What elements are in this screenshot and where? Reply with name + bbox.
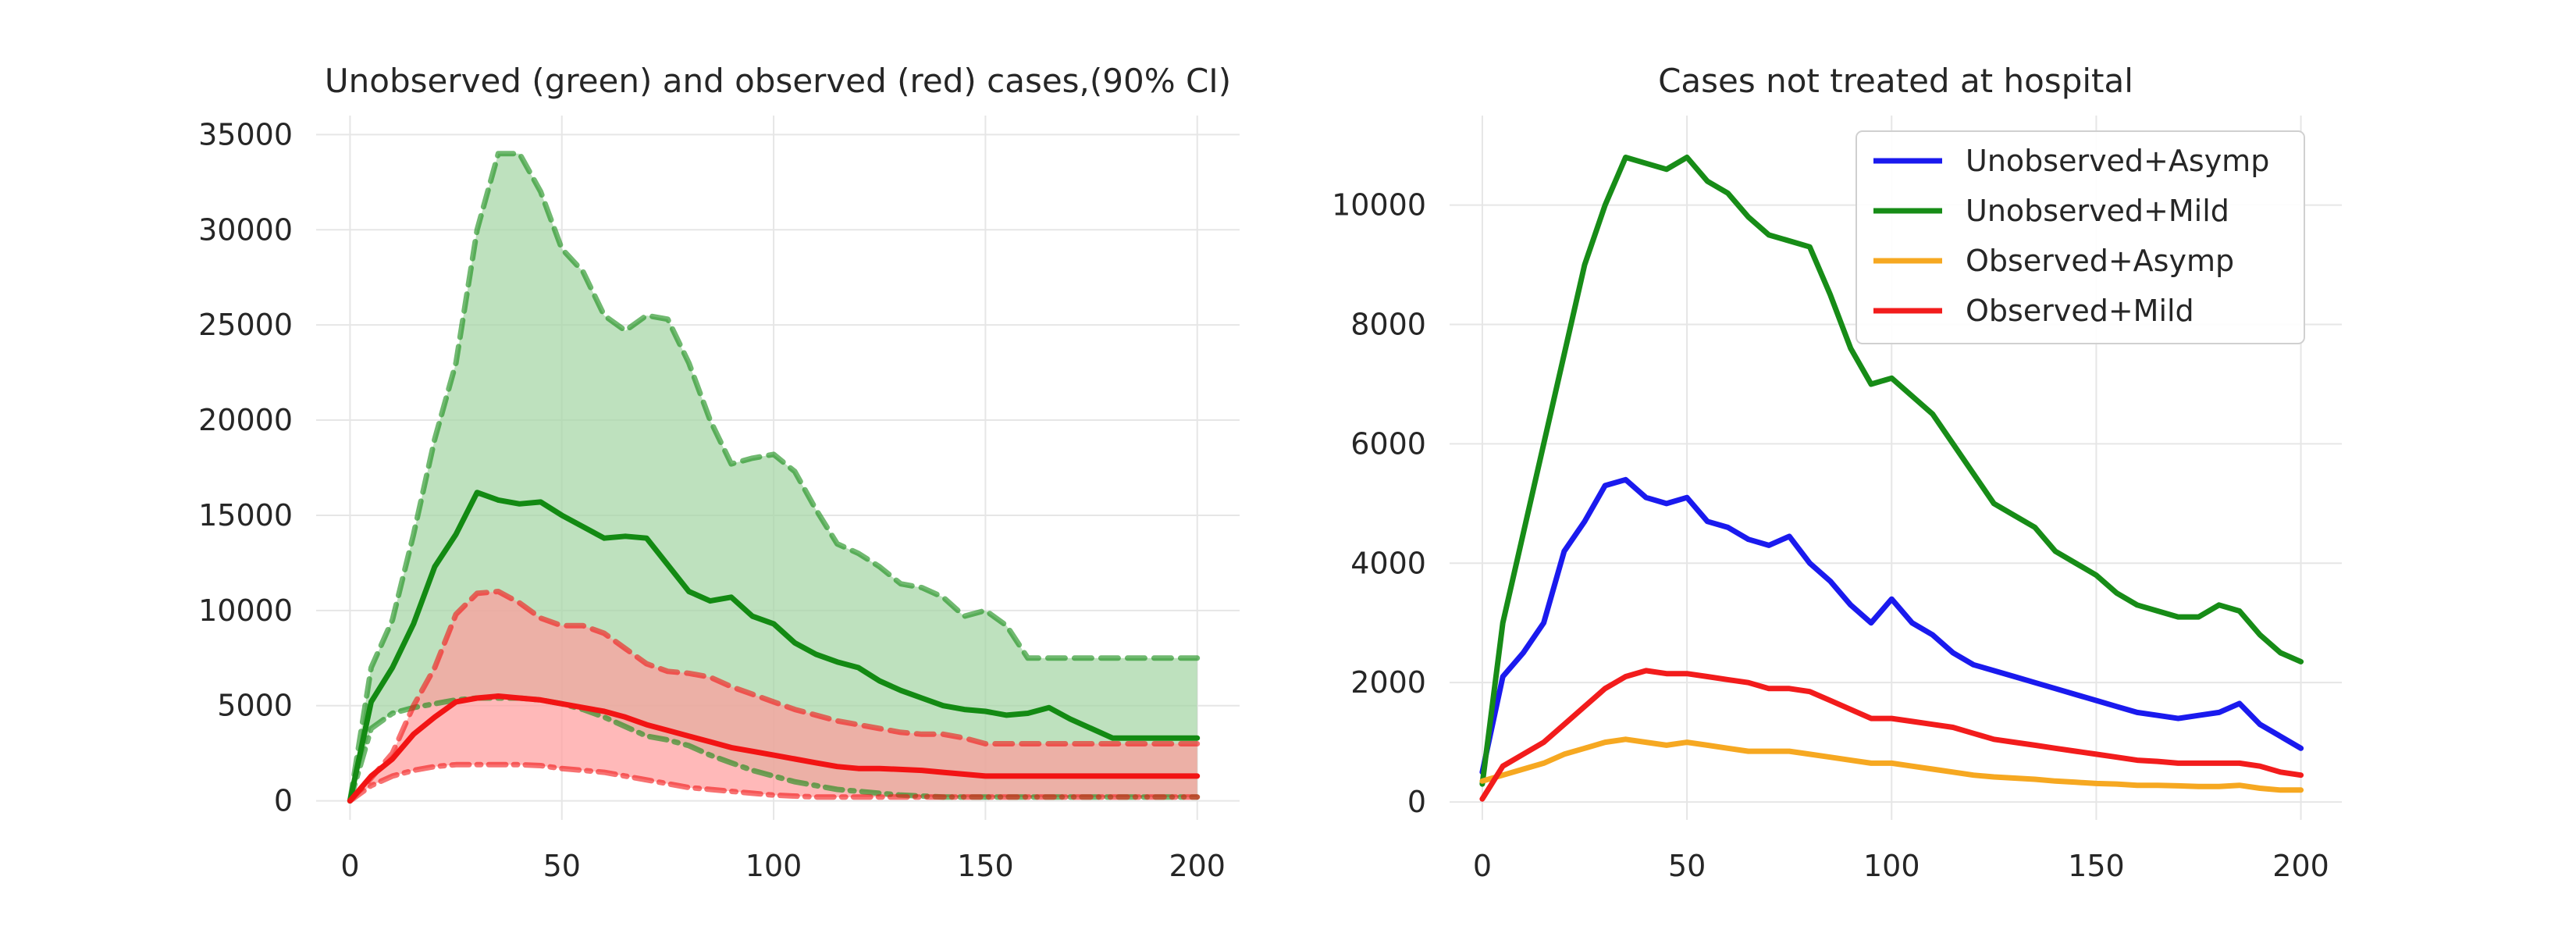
- green-upper-line: [347, 151, 1201, 804]
- legend-box: [1856, 130, 2305, 344]
- left-y-tick-label: 15000: [198, 498, 293, 533]
- right-chart-title: Cases not treated at hospital: [1658, 62, 2133, 100]
- right-y-tick-label: 2000: [1350, 665, 1426, 700]
- legend-label-unobserved-mild: Unobserved+Mild: [1966, 194, 2229, 228]
- right-y-tick-label: 0: [1407, 785, 1426, 819]
- red-lower-line: [347, 761, 1201, 804]
- right-x-tick-label: 150: [2068, 849, 2125, 883]
- right-x-tick-label: 0: [1473, 849, 1492, 883]
- left-y-tick-label: 10000: [198, 593, 293, 628]
- right-x-tick-label: 100: [1863, 849, 1920, 883]
- right-x-tick-label: 50: [1668, 849, 1706, 883]
- left-x-tick-label: 0: [340, 849, 359, 883]
- right-x-tick-label: 200: [2272, 849, 2329, 883]
- observed-mild-line: [1479, 668, 2304, 802]
- left-x-tick-label: 200: [1169, 849, 1226, 883]
- red-ci-band: [350, 591, 1197, 801]
- left-x-tick-label: 50: [543, 849, 581, 883]
- legend-label-observed-asymp: Observed+Asymp: [1966, 244, 2234, 278]
- right-y-tick-label: 6000: [1350, 426, 1426, 461]
- left-y-tick-label: 35000: [198, 117, 293, 151]
- legend-label-observed-mild: Observed+Mild: [1966, 294, 2194, 328]
- right-y-tick-label: 10000: [1332, 188, 1426, 223]
- green-mean-line: [347, 490, 1201, 804]
- legend-label-unobserved-asymp: Unobserved+Asymp: [1966, 144, 2269, 178]
- left-y-tick-label: 5000: [217, 689, 293, 723]
- right-y-tick-label: 4000: [1350, 546, 1426, 580]
- left-y-tick-label: 30000: [198, 212, 293, 247]
- left-plot-area: [347, 151, 1201, 804]
- unobserved-asymp-line: [1479, 476, 2304, 775]
- left-y-tick-label: 0: [274, 784, 293, 818]
- red-upper-line: [347, 589, 1201, 804]
- unobserved-mild-line: [1479, 155, 2304, 787]
- left-x-tick-label: 100: [745, 849, 802, 883]
- red-mean-line: [347, 693, 1201, 804]
- left-y-tick-label: 20000: [198, 403, 293, 437]
- right-legend: Unobserved+Asymp Unobserved+Mild Observed+…: [1856, 130, 2305, 344]
- left-y-tick-label: 25000: [198, 308, 293, 342]
- observed-asymp-line: [1479, 736, 2304, 793]
- left-tick-labels: 0 50 100 150 200 0 5000 10000 15000 20000 25000 300…: [198, 117, 1226, 883]
- chart-unobserved-observed-cases: 0 50 100 150 200 0 5000 10000 15000 20000 25000 300…: [198, 62, 1240, 883]
- right-y-tick-label: 8000: [1350, 308, 1426, 342]
- right-plot-area: [1479, 155, 2304, 802]
- left-x-tick-label: 150: [957, 849, 1014, 883]
- left-chart-title: Unobserved (green) and observed (red) ca…: [325, 62, 1231, 100]
